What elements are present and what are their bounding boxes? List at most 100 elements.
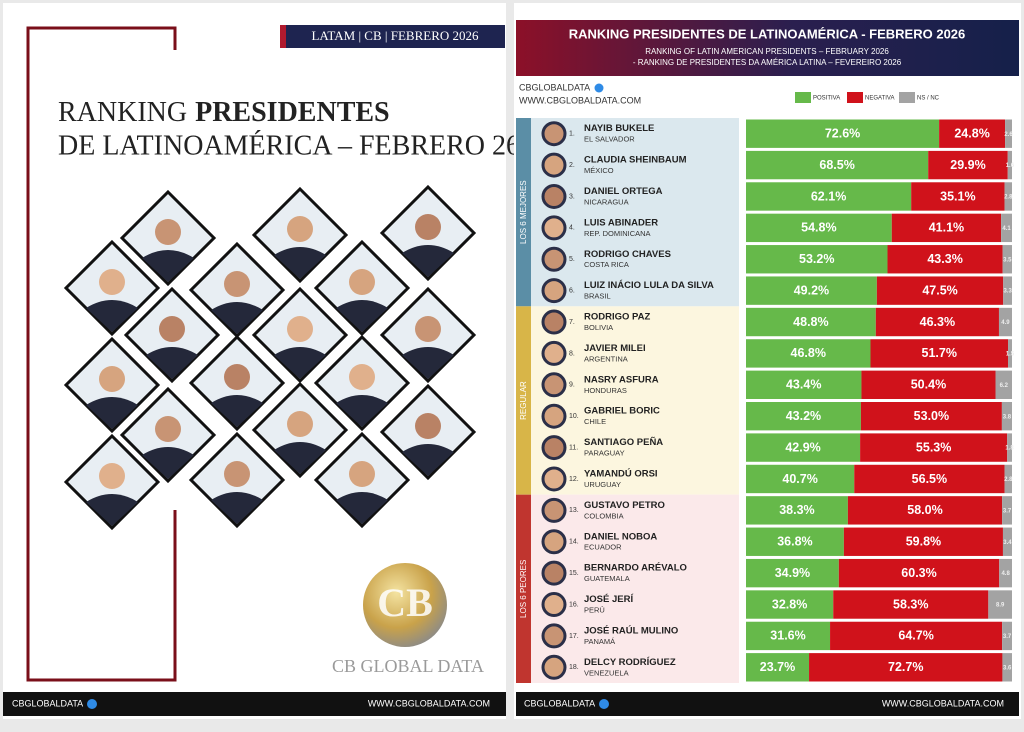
cover-tag-band — [280, 25, 505, 48]
photo-suit — [142, 447, 194, 479]
president-photo — [541, 309, 567, 335]
bar-segment — [833, 590, 989, 619]
president-photo — [541, 372, 567, 398]
bar-segment — [830, 621, 1003, 651]
president-name: NASRY ASFURA — [584, 374, 659, 385]
legend-swatch — [847, 92, 863, 103]
value-label: 3.7 — [1003, 634, 1012, 640]
value-label: 48.8% — [793, 315, 828, 329]
rank: 8. — [569, 350, 575, 357]
country: BRASIL — [584, 292, 611, 301]
value-label: 72.7% — [888, 660, 923, 674]
value-label: 2.8 — [1004, 477, 1013, 483]
value-label: 49.2% — [794, 283, 829, 297]
value-label: 46.8% — [791, 346, 826, 360]
bar-segment — [847, 496, 1003, 525]
value-label: 46.3% — [920, 315, 955, 329]
president-name: CLAUDIA SHEINBAUM — [584, 155, 687, 166]
photo-suit — [142, 250, 194, 282]
cover-tag-accent — [280, 25, 286, 48]
value-label: 42.9% — [785, 440, 820, 454]
photo-suit — [336, 492, 388, 524]
value-label: 3.7 — [1003, 508, 1012, 514]
president-name: SANTIAGO PEÑA — [584, 437, 663, 448]
bar-segment — [1002, 653, 1012, 682]
photo-face — [99, 463, 125, 489]
group-background — [531, 118, 739, 307]
value-label: 2.6 — [1004, 132, 1013, 138]
president-photo — [541, 152, 567, 178]
president-name: BERNARDO ARÉVALO — [584, 563, 687, 574]
bar-segment — [746, 496, 848, 525]
value-label: 32.8% — [772, 597, 807, 611]
photo-face — [415, 316, 441, 342]
ranking-footer-handle: CBGLOBALDATA — [524, 698, 595, 708]
president-photo — [541, 183, 567, 209]
bar-segment — [1005, 119, 1012, 148]
bar-segment — [876, 276, 1004, 305]
group-label: LOS 6 PEORES — [519, 560, 528, 618]
group-label: LOS 6 MEJORES — [519, 180, 528, 244]
president-name: DANIEL ORTEGA — [584, 186, 663, 197]
country: PERÚ — [584, 606, 605, 615]
bar-segment — [1003, 276, 1012, 305]
cover-footer-url: WWW.CBGLOBALDATA.COM — [368, 698, 490, 708]
photo-suit — [211, 395, 263, 427]
president-name: YAMANDÚ ORSI — [584, 467, 658, 479]
bar-segment — [1002, 245, 1012, 274]
president-photo — [541, 529, 567, 555]
president-photo — [541, 435, 567, 461]
president-photo — [541, 497, 567, 523]
value-label: 68.5% — [819, 158, 854, 172]
bar-segment — [746, 182, 912, 211]
logo-mark — [363, 563, 447, 647]
cover-title-line2: DE LATINOAMÉRICA – FEBRERO 26’ — [58, 130, 529, 161]
verified-badge — [87, 699, 97, 709]
photo-face — [224, 364, 250, 390]
bar-segment — [1008, 339, 1012, 368]
country: ARGENTINA — [584, 354, 628, 363]
cover-brand: CB GLOBAL DATA — [332, 656, 484, 676]
bar-segment — [746, 402, 861, 431]
bar-segment — [1007, 433, 1012, 462]
verified-badge — [599, 699, 609, 709]
cover-footer — [3, 692, 506, 716]
president-name: RODRIGO CHAVES — [584, 249, 671, 260]
president-name: DELCY RODRÍGUEZ — [584, 657, 676, 668]
value-label: 53.2% — [799, 252, 834, 266]
bar-segment — [746, 245, 888, 274]
bar-segment — [838, 558, 1000, 588]
verified-badge — [594, 83, 604, 93]
country: URUGUAY — [584, 480, 621, 489]
value-label: 54.8% — [801, 221, 836, 235]
bar-segment — [1004, 464, 1012, 494]
cover-tag: LATAM | CB | FEBRERO 2026 — [311, 28, 479, 43]
bar-segment — [988, 590, 1012, 619]
president-name: JOSÉ JERÍ — [584, 594, 633, 605]
bar-segment — [746, 213, 892, 243]
value-label: 62.1% — [811, 189, 846, 203]
value-label: 36.8% — [777, 535, 812, 549]
bar-segment — [746, 307, 876, 337]
rank: 1. — [569, 131, 575, 138]
photo-suit — [86, 300, 138, 332]
photo-suit — [86, 397, 138, 429]
photo-face — [349, 364, 375, 390]
group-strip — [516, 306, 531, 495]
ranking-subtitle-pt: - RANKING DE PRESIDENTES DA AMÉRICA LATI… — [633, 58, 902, 67]
photo-face — [287, 411, 313, 437]
rank: 3. — [569, 193, 575, 200]
rank: 17. — [569, 633, 579, 640]
value-label: 53.0% — [914, 409, 949, 423]
president-photo — [541, 340, 567, 366]
legend-label: POSITIVA — [813, 96, 840, 102]
country: COLOMBIA — [584, 511, 624, 520]
legend-swatch — [899, 92, 915, 103]
value-label: 47.5% — [922, 283, 957, 297]
country: ECUADOR — [584, 543, 622, 552]
photo-suit — [402, 347, 454, 379]
photo-face — [287, 216, 313, 242]
president-name: GABRIEL BORIC — [584, 406, 660, 417]
bar-segment — [843, 527, 1003, 556]
